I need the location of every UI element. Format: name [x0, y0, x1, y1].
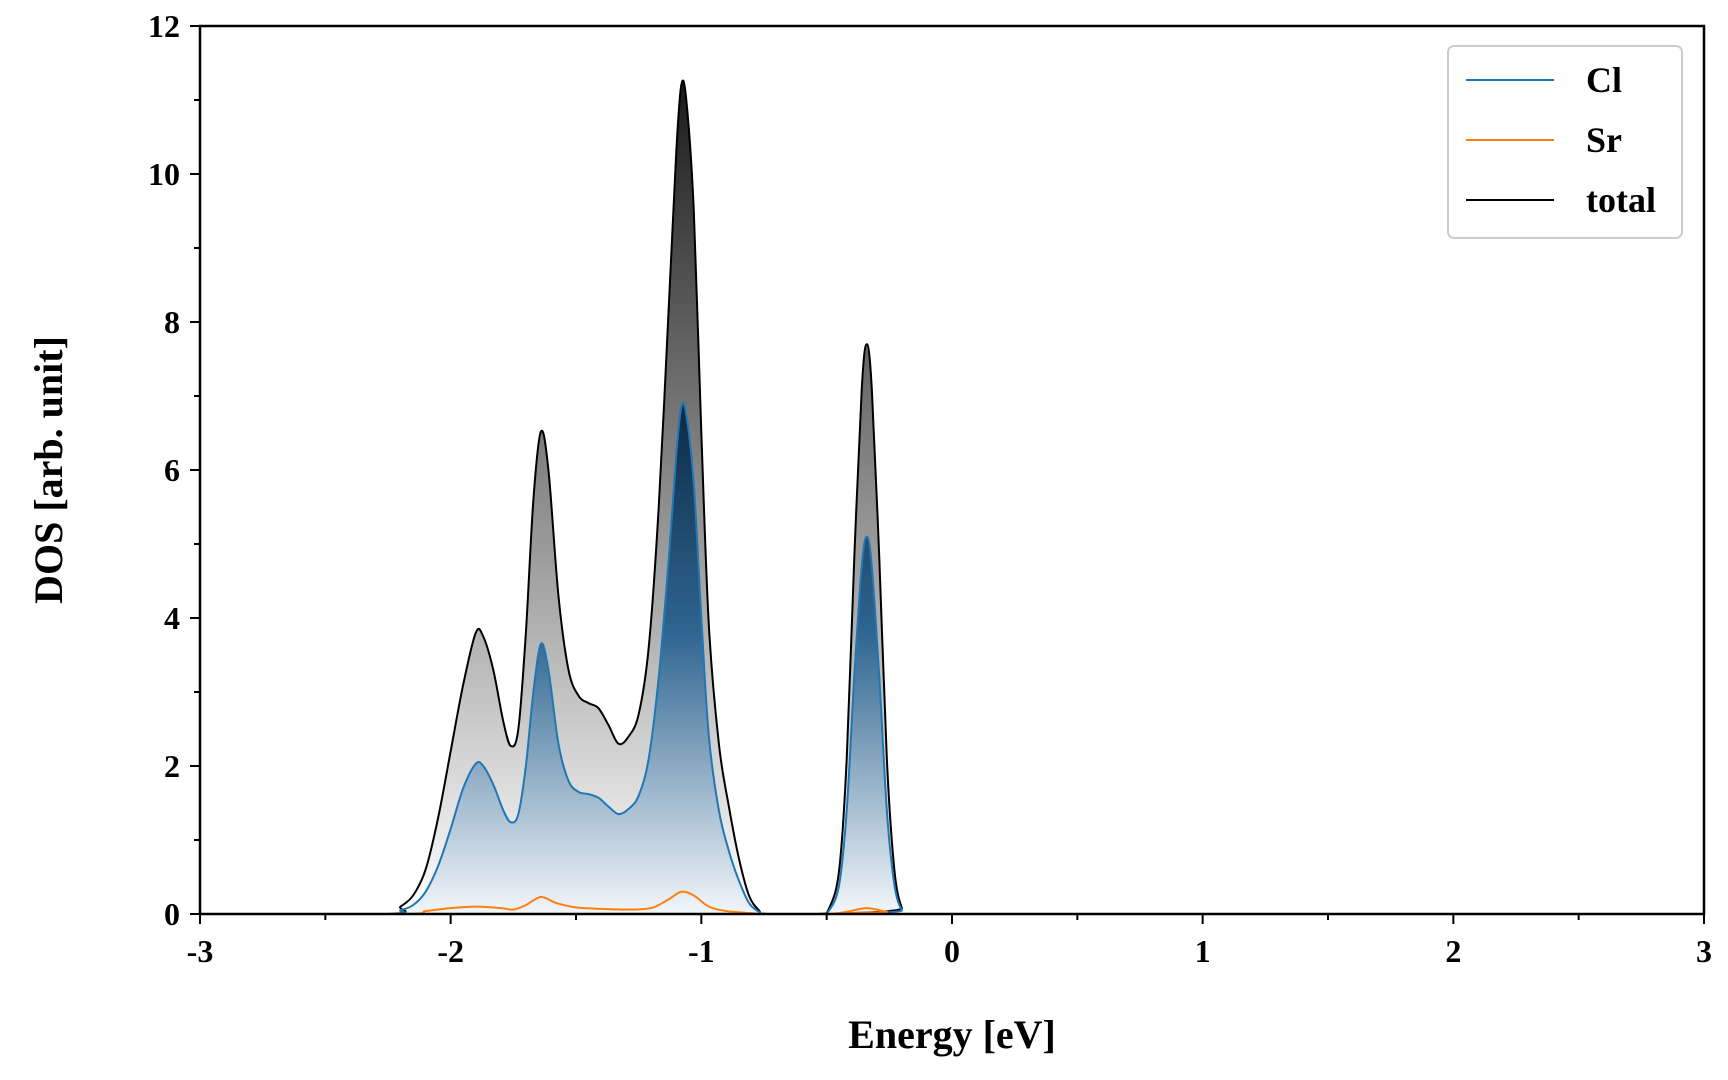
- y-axis-label: DOS [arb. unit]: [26, 336, 71, 604]
- x-tick-label: -2: [437, 933, 464, 969]
- x-tick-label: 3: [1696, 933, 1712, 969]
- series-line-total: [200, 79, 1704, 914]
- area-cl: [200, 403, 1704, 914]
- x-tick-label: -1: [688, 933, 715, 969]
- area-total: [200, 80, 1704, 914]
- y-tick-label: 0: [164, 896, 180, 932]
- series-line-sr: [200, 890, 1704, 914]
- y-tick-label: 8: [164, 304, 180, 340]
- x-tick-label: -3: [187, 933, 214, 969]
- x-axis-label: Energy [eV]: [848, 1012, 1056, 1057]
- y-tick-label: 6: [164, 452, 180, 488]
- legend-label-sr: Sr: [1586, 120, 1622, 160]
- y-tick-label: 10: [148, 156, 180, 192]
- y-axis-ticks: 0 2 4 6 8 10 12: [148, 8, 200, 932]
- y-tick-label: 4: [164, 600, 180, 636]
- legend-label-cl: Cl: [1586, 60, 1622, 100]
- x-tick-label: 0: [944, 933, 960, 969]
- x-tick-label: 1: [1195, 933, 1211, 969]
- legend-label-total: total: [1586, 180, 1656, 220]
- y-tick-label: 12: [148, 8, 180, 44]
- y-tick-label: 2: [164, 748, 180, 784]
- legend-box: [1447, 45, 1683, 239]
- x-tick-label: 2: [1445, 933, 1461, 969]
- x-axis-ticks: -3 -2 -1 0 1 2 3: [187, 914, 1712, 969]
- legend: Cl Sr total: [1447, 45, 1683, 239]
- series-lines: [200, 79, 1704, 914]
- area-fills: [200, 80, 1704, 914]
- series-line-cl: [200, 402, 1704, 914]
